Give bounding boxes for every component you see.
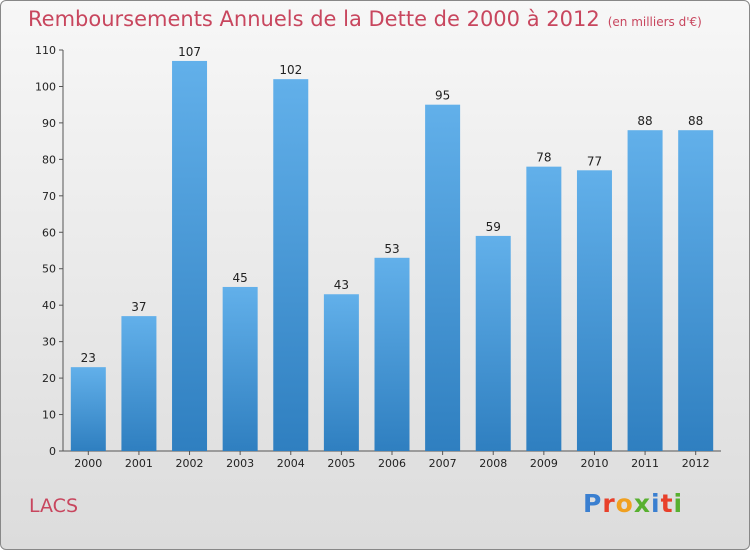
data-label: 102 xyxy=(279,63,302,77)
x-tick-label: 2009 xyxy=(530,457,558,470)
bar xyxy=(678,130,714,451)
chart-title-text: Remboursements Annuels de la Dette de 20… xyxy=(28,7,600,31)
bar xyxy=(526,166,562,451)
logo-letter: x xyxy=(633,489,651,518)
x-tick-label: 2008 xyxy=(479,457,507,470)
logo-letter: P xyxy=(583,489,603,518)
x-tick-label: 2006 xyxy=(378,457,406,470)
y-tick-label: 0 xyxy=(49,445,56,458)
x-tick-label: 2007 xyxy=(429,457,457,470)
bar xyxy=(425,104,461,451)
data-label: 95 xyxy=(435,89,450,103)
x-tick-label: 2011 xyxy=(631,457,659,470)
x-tick-label: 2002 xyxy=(176,457,204,470)
data-label: 107 xyxy=(178,45,201,59)
y-tick-label: 30 xyxy=(42,336,56,349)
logo-letter: i xyxy=(673,489,684,518)
bar xyxy=(374,257,410,451)
data-label: 43 xyxy=(334,278,349,292)
y-tick-label: 90 xyxy=(42,117,56,130)
data-label: 45 xyxy=(233,271,248,285)
data-label: 88 xyxy=(637,114,652,128)
y-tick-label: 20 xyxy=(42,372,56,385)
data-label: 37 xyxy=(131,300,146,314)
bar xyxy=(70,367,106,451)
logo-letter: t xyxy=(660,489,674,518)
bars: 23 37 107 45 102 43 53 95 59 78 77 88 88 xyxy=(70,45,714,452)
x-tick-label: 2010 xyxy=(580,457,608,470)
data-label: 77 xyxy=(587,154,602,168)
bar xyxy=(323,294,359,451)
chart-subtitle: (en milliers d'€) xyxy=(607,15,702,29)
x-tick-label: 2000 xyxy=(74,457,102,470)
logo-letter: o xyxy=(615,489,634,518)
bar xyxy=(273,79,309,451)
logo-letter: r xyxy=(602,489,616,518)
y-tick-label: 10 xyxy=(42,409,56,422)
logo-letter: i xyxy=(651,489,661,518)
y-tick-label: 100 xyxy=(35,80,56,93)
chart-title: Remboursements Annuels de la Dette de 20… xyxy=(28,7,702,31)
bar xyxy=(121,316,157,451)
bar xyxy=(576,170,612,452)
y-tick-label: 80 xyxy=(42,153,56,166)
y-tick-label: 50 xyxy=(42,263,56,276)
bar xyxy=(627,130,663,451)
data-label: 23 xyxy=(81,351,96,365)
data-label: 53 xyxy=(384,242,399,256)
axes: 0 10 20 30 40 50 60 70 80 90 100 110 2000 2001 2002 200… xyxy=(35,44,721,470)
x-tick-label: 2004 xyxy=(277,457,305,470)
data-label: 59 xyxy=(486,220,501,234)
bar xyxy=(222,286,258,451)
y-tick-label: 110 xyxy=(35,44,56,57)
place-name: LACS xyxy=(29,495,79,517)
bar xyxy=(172,60,208,451)
data-label: 88 xyxy=(688,114,703,128)
y-tick-label: 40 xyxy=(42,299,56,312)
bar xyxy=(475,235,511,451)
x-tick-label: 2001 xyxy=(125,457,153,470)
x-tick-label: 2005 xyxy=(327,457,355,470)
x-tick-label: 2003 xyxy=(226,457,254,470)
data-label: 78 xyxy=(536,151,551,165)
x-tick-label: 2012 xyxy=(682,457,710,470)
y-tick-label: 70 xyxy=(42,190,56,203)
y-tick-label: 60 xyxy=(42,226,56,239)
proxiti-logo: Proxiti xyxy=(583,489,683,518)
